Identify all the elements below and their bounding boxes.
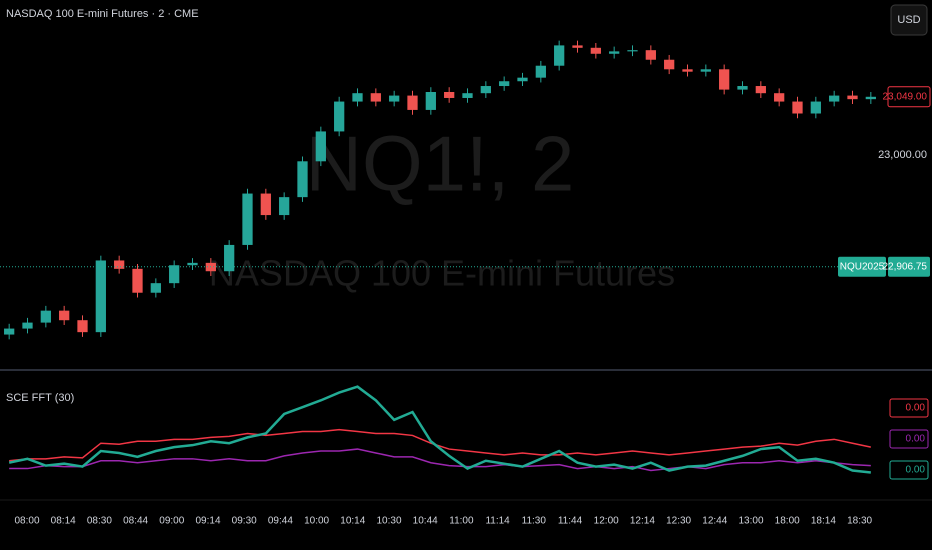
- x-tick-label: 12:30: [666, 516, 691, 527]
- price-line-tag: NQU2025: [840, 261, 885, 272]
- x-tick-label: 18:14: [811, 516, 836, 527]
- candle-body: [774, 93, 785, 102]
- x-tick-label: 10:30: [376, 516, 401, 527]
- indicator-line: [8, 385, 871, 474]
- candle-body: [645, 50, 656, 60]
- indicator-value-label: 0.00: [906, 403, 926, 414]
- indicator-value-box: [889, 398, 929, 418]
- x-tick-label: 12:00: [594, 516, 619, 527]
- x-tick-label: 11:30: [522, 516, 547, 527]
- candle-body: [664, 59, 675, 70]
- x-tick-label: 11:44: [558, 516, 583, 527]
- candle-body: [590, 47, 601, 54]
- x-tick-label: 11:14: [485, 516, 510, 527]
- x-tick-label: 08:14: [51, 516, 76, 527]
- currency-label[interactable]: USD: [897, 14, 920, 26]
- candle-body: [370, 93, 381, 102]
- candle-body: [169, 265, 180, 284]
- indicator-title: SCE FFT (30): [6, 392, 74, 404]
- candle-body: [517, 77, 528, 82]
- watermark-symbol: NQ1!, 2: [306, 120, 575, 208]
- x-tick-label: 18:30: [847, 516, 872, 527]
- candle-body: [444, 92, 455, 98]
- indicator-value-label: 0.00: [906, 465, 926, 476]
- candle-body: [352, 93, 363, 102]
- candle-body: [480, 86, 491, 94]
- candle-body: [334, 101, 345, 132]
- candle-body: [59, 310, 70, 321]
- candle-body: [95, 260, 106, 333]
- x-tick-label: 18:00: [775, 516, 800, 527]
- candle-body: [554, 45, 565, 66]
- x-tick-label: 08:00: [14, 516, 39, 527]
- price-line-value: 22,906.75: [883, 261, 928, 272]
- candle-body: [865, 96, 876, 100]
- candle-body: [700, 69, 711, 72]
- candle-body: [499, 81, 510, 87]
- last-price-label: 23,049.00: [883, 91, 928, 102]
- price-line-tag-box: [838, 256, 886, 277]
- x-tick-label: 09:30: [232, 516, 257, 527]
- candle-body: [187, 262, 198, 266]
- x-tick-label: 11:00: [449, 516, 474, 527]
- candle-body: [260, 193, 271, 216]
- candle-body: [150, 283, 161, 293]
- candle-body: [77, 320, 88, 333]
- indicator-value-box: [889, 460, 929, 480]
- candle-body: [279, 197, 290, 216]
- candle-body: [627, 50, 638, 52]
- candle-body: [4, 328, 15, 335]
- candle-body: [114, 260, 125, 269]
- candle-body: [132, 268, 143, 293]
- candle-body: [297, 161, 308, 198]
- last-price-box: [887, 86, 931, 108]
- x-tick-label: 08:44: [123, 516, 148, 527]
- candle-body: [22, 322, 33, 329]
- candle-body: [829, 95, 840, 102]
- x-tick-label: 10:14: [340, 516, 365, 527]
- candle-body: [755, 86, 766, 94]
- x-tick-label: 09:14: [195, 516, 220, 527]
- candle-body: [40, 310, 51, 323]
- candle-body: [810, 101, 821, 114]
- x-tick-label: 12:44: [702, 516, 727, 527]
- candle-body: [609, 51, 620, 54]
- currency-button[interactable]: [890, 4, 928, 36]
- candle-body: [315, 131, 326, 162]
- x-tick-label: 10:00: [304, 516, 329, 527]
- candle-body: [572, 45, 583, 48]
- x-tick-label: 09:00: [159, 516, 184, 527]
- candle-body: [682, 69, 693, 72]
- candle-body: [407, 95, 418, 110]
- indicator-value-box: [889, 429, 929, 449]
- x-tick-label: 10:44: [413, 516, 438, 527]
- x-tick-label: 12:14: [630, 516, 655, 527]
- candle-body: [792, 101, 803, 114]
- watermark-name: NASDAQ 100 E-mini Futures: [209, 253, 675, 294]
- candle-body: [389, 95, 400, 102]
- candle-body: [242, 193, 253, 245]
- candle-body: [737, 86, 748, 90]
- candle-body: [535, 65, 546, 78]
- x-tick-label: 09:44: [268, 516, 293, 527]
- y-tick-label: 23,000.00: [878, 149, 927, 161]
- price-line-value-box: [888, 256, 930, 277]
- candle-body: [462, 93, 473, 98]
- indicator-line: [9, 448, 871, 472]
- candle-body: [719, 69, 730, 90]
- candle-body: [224, 244, 235, 272]
- x-tick-label: 13:00: [738, 516, 763, 527]
- candle-body: [425, 92, 436, 110]
- indicator-line: [9, 428, 871, 462]
- indicator-value-label: 0.00: [906, 434, 926, 445]
- candle-body: [847, 95, 858, 100]
- chart-title: NASDAQ 100 E-mini Futures · 2 · CME: [6, 8, 199, 20]
- x-tick-label: 08:30: [87, 516, 112, 527]
